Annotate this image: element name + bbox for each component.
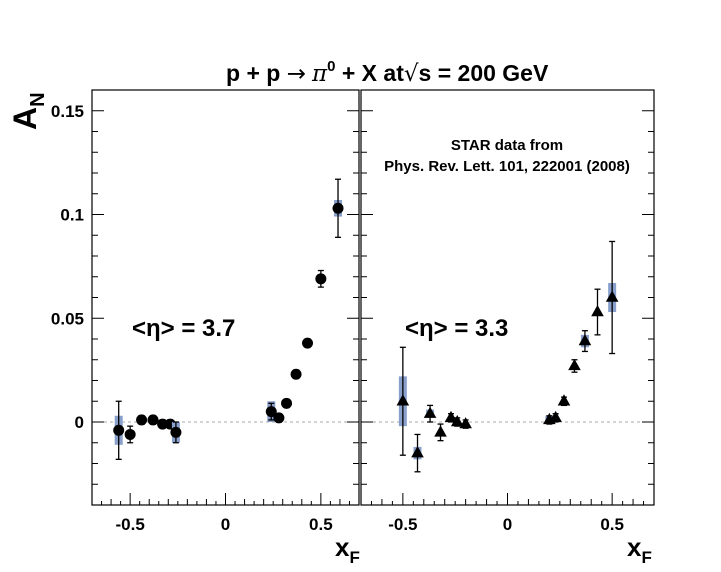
left-data-point (315, 273, 327, 285)
right-data-point (450, 415, 464, 427)
left-data-point (157, 418, 169, 430)
right-data-point (423, 406, 437, 418)
left-data-point (147, 414, 159, 426)
title-post: = 200 GeV (431, 60, 549, 86)
right-data-point (549, 410, 562, 423)
right-data-point (444, 410, 458, 423)
left-y-tick-label: 0 (75, 413, 84, 432)
right-data-point (557, 394, 571, 406)
y-axis-label: AN (7, 92, 49, 130)
title-s: s (419, 60, 432, 86)
left-data-point (265, 406, 277, 418)
left-x-tick-label: -0.5 (115, 515, 144, 534)
title-pi: π (311, 61, 328, 87)
left-data-point (113, 424, 125, 436)
left-data-point (170, 426, 182, 438)
title-pre: p + p (226, 60, 287, 86)
x-axis-label-right: xF (627, 532, 652, 567)
right-data-point (568, 358, 581, 371)
left-data-point (281, 397, 293, 409)
right-data-point (578, 334, 592, 346)
y-axis-label-sub: N (27, 92, 49, 106)
left-data-point (290, 368, 302, 380)
left-eta-annotation: <η> = 3.7 (132, 315, 235, 342)
right-data-point (434, 425, 447, 437)
left-panel: -0.5 0 0.5 0 0.05 0.1 0.15 <η> = 3.7 (51, 89, 360, 534)
chart-title: p + p → π0 + X at√s = 200 GeV (226, 58, 549, 87)
left-x-tick-label: 0 (221, 515, 230, 534)
x-axis-label-right-sub: F (641, 548, 651, 567)
right-data-point (411, 446, 424, 458)
svg-text:AN: AN (7, 92, 49, 130)
left-y-tick-label: 0.15 (51, 102, 84, 121)
left-data-point (302, 337, 314, 349)
title-arrow: → (287, 61, 306, 87)
right-eta-annotation: <η> = 3.3 (405, 315, 508, 342)
x-axis-label-left-sub: F (349, 548, 359, 567)
left-data-point (273, 412, 285, 424)
x-axis-label-right-main: x (627, 532, 642, 562)
right-x-tick-label: 0 (503, 515, 512, 534)
y-axis-label-main: A (7, 107, 43, 130)
left-y-tick-label: 0.1 (60, 206, 84, 225)
right-data-point (459, 417, 472, 429)
left-data-point (136, 414, 148, 426)
title-mid: + X at (335, 60, 404, 86)
reference-line-2: Phys. Rev. Lett. 101, 222001 (2008) (384, 158, 630, 175)
reference-line-1: STAR data from (451, 137, 563, 154)
x-axis-label-left: xF (335, 532, 360, 567)
left-data-point (332, 202, 344, 214)
right-x-tick-label: 0.5 (600, 515, 624, 534)
left-y-tick-label: 0.05 (51, 309, 84, 328)
left-data-point (124, 428, 136, 440)
right-data-point (591, 305, 604, 317)
title-pi-sup: 0 (327, 58, 335, 75)
right-panel: -0.5 0 0.5 <η> = 3.3 (360, 89, 655, 534)
x-axis-label-left-main: x (335, 532, 350, 562)
right-x-tick-label: -0.5 (388, 515, 417, 534)
left-x-tick-label: 0.5 (309, 515, 333, 534)
right-data-point (605, 290, 619, 302)
title-sqrt: √ (404, 61, 419, 87)
right-data-point (396, 394, 410, 406)
